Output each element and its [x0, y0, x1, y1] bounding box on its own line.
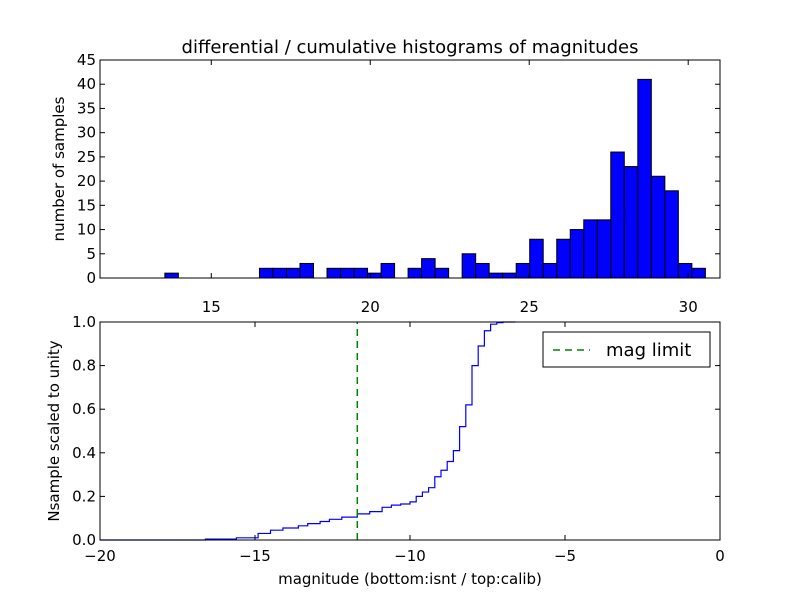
histogram-bar	[340, 267, 355, 279]
histogram-ytick-label: 45	[77, 51, 96, 69]
histogram-panel: 0 5 10 15 20 25 30 35 40 45 15 20 25 30 number of sam…	[50, 51, 721, 316]
histogram-bar	[272, 267, 287, 279]
chart-title: differential / cumulative histograms of …	[182, 37, 639, 58]
histogram-bar	[326, 267, 342, 279]
cumulative-xtick-label: −10	[394, 547, 426, 565]
cumulative-frame	[99, 321, 721, 541]
histogram-bar	[488, 272, 504, 279]
cumulative-xtick-label: −5	[554, 547, 576, 565]
histogram-bar	[421, 258, 436, 279]
histogram-ytick-label: 25	[77, 148, 96, 166]
histogram-bars	[164, 78, 706, 279]
histogram-bar	[461, 253, 477, 279]
histogram-bar	[502, 272, 517, 279]
histogram-ylabel: number of samples	[50, 96, 68, 241]
histogram-bar	[353, 267, 369, 279]
histogram-bar	[515, 262, 531, 279]
histogram-bar	[650, 175, 666, 279]
cumulative-lines	[100, 321, 516, 541]
histogram-ytick-label: 15	[77, 196, 96, 214]
cumulative-ytick-label: 0.8	[72, 357, 96, 375]
histogram-ytick-label: 40	[77, 75, 96, 93]
histogram-frame	[99, 59, 721, 279]
cumulative-ticks: 0.0 0.2 0.4 0.6 0.8 1.0 −20 −15 −10 −5 0	[72, 313, 725, 565]
cumulative-ylabel: Nsample scaled to unity	[45, 340, 63, 521]
histogram-bar	[475, 262, 490, 279]
histogram-bar	[407, 267, 423, 279]
histogram-xtick-label: 25	[520, 298, 539, 316]
histogram-bar	[529, 238, 544, 279]
histogram-bar	[691, 267, 706, 279]
cumulative-panel: 0.0 0.2 0.4 0.6 0.8 1.0 −20 −15 −10 −5 0 Nsample s…	[45, 313, 725, 588]
histogram-ytick-label: 20	[77, 172, 96, 190]
legend-entry-mag-limit: mag limit	[606, 340, 691, 361]
histogram-bar	[285, 267, 301, 279]
histogram-bar	[583, 219, 598, 279]
histogram-bar	[542, 262, 558, 279]
cumulative-xlabel: magnitude (bottom:isnt / top:calib)	[278, 570, 542, 588]
cumulative-ytick-label: 0.0	[72, 531, 96, 549]
histogram-bar	[380, 262, 396, 279]
cumulative-ytick-label: 0.6	[72, 400, 96, 418]
cumulative-ytick-label: 0.4	[72, 444, 96, 462]
histogram-bar	[664, 190, 679, 279]
histogram-bar	[299, 262, 315, 279]
histogram-bar	[569, 229, 585, 279]
cumulative-ytick-label: 1.0	[72, 313, 96, 331]
histogram-ytick-label: 35	[77, 99, 96, 117]
histogram-bar	[596, 219, 612, 279]
histogram-ytick-label: 0	[86, 269, 96, 287]
legend: mag limit	[542, 331, 711, 368]
histogram-bar	[367, 272, 382, 279]
cumulative-xtick-label: −20	[84, 547, 116, 565]
histogram-xtick-label: 20	[361, 298, 380, 316]
cumulative-ytick-label: 0.2	[72, 487, 96, 505]
histogram-bar	[637, 78, 652, 279]
histogram-bar	[623, 166, 639, 279]
histogram-bar	[556, 238, 571, 279]
histogram-bar	[164, 272, 179, 279]
histogram-bar	[258, 267, 274, 279]
cumulative-step-line	[100, 321, 516, 541]
histogram-ytick-label: 10	[77, 221, 96, 239]
histogram-ticks: 0 5 10 15 20 25 30 35 40 45 15 20 25 30	[77, 51, 720, 316]
histogram-ytick-label: 5	[86, 245, 96, 263]
cumulative-xtick-label: −15	[239, 547, 271, 565]
histogram-ytick-label: 30	[77, 124, 96, 142]
histogram-xtick-label: 15	[202, 298, 221, 316]
histogram-bar	[610, 151, 625, 279]
cumulative-xtick-label: 0	[715, 547, 725, 565]
histogram-xtick-label: 30	[679, 298, 698, 316]
histogram-bar	[434, 267, 450, 279]
histogram-bar	[677, 262, 693, 279]
